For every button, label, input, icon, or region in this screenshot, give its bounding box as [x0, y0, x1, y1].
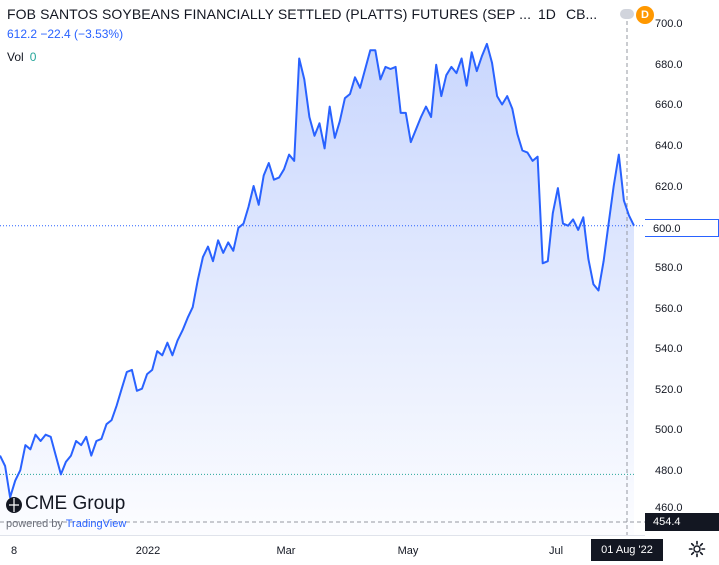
more-dots-icon[interactable] [620, 9, 634, 19]
time-tick: 2022 [135, 545, 161, 557]
price-tick: 540.0 [655, 343, 683, 355]
price-tick: 480.0 [655, 465, 683, 477]
price-tick: 700.0 [655, 18, 683, 30]
data-badge-icon[interactable]: D [636, 6, 654, 24]
time-tick: 8 [10, 545, 18, 557]
price-change-quote: 612.2 −22.4 (−3.53%) [7, 27, 124, 41]
price-tick: 660.0 [655, 99, 683, 111]
price-tick: 680.0 [655, 59, 683, 71]
volume-label: Vol [7, 50, 24, 64]
crosshair-price-tag: 454.4 [645, 513, 719, 531]
logo-text: CME Group [25, 493, 126, 514]
price-axis[interactable]: 700.0 680.0 660.0 640.0 620.0 580.0 560.… [645, 0, 719, 535]
powered-by: powered by TradingView [6, 518, 126, 530]
price-area-fill [0, 43, 634, 536]
crosshair-date-tag: 01 Aug '22 [591, 539, 663, 561]
time-tick: Jul [548, 545, 564, 557]
price-tick: 560.0 [655, 303, 683, 315]
time-tick: May [397, 545, 419, 557]
interval-label[interactable]: 1D [538, 6, 556, 22]
tradingview-name: TradingView [65, 518, 127, 530]
current-price-tag: 600.0 [645, 219, 719, 237]
price-tick: 520.0 [655, 384, 683, 396]
time-axis[interactable]: 8 2022 Mar May Jul [0, 535, 645, 565]
cme-globe-icon [6, 497, 22, 513]
price-tick: 620.0 [655, 181, 683, 193]
price-tick: 640.0 [655, 140, 683, 152]
price-tick: 580.0 [655, 262, 683, 274]
time-tick: Mar [276, 545, 296, 557]
price-tick: 460.0 [655, 502, 683, 514]
symbol-title[interactable]: FOB SANTOS SOYBEANS FINANCIALLY SETTLED … [7, 6, 532, 22]
volume-value: 0 [29, 50, 37, 64]
price-tick: 500.0 [655, 424, 683, 436]
price-series-line [0, 42, 635, 499]
settings-gear-icon[interactable] [688, 540, 706, 558]
exchange-label: CB... [566, 6, 598, 22]
powered-by-label: powered by [6, 518, 63, 530]
volume-legend: Vol 0 [7, 50, 36, 64]
